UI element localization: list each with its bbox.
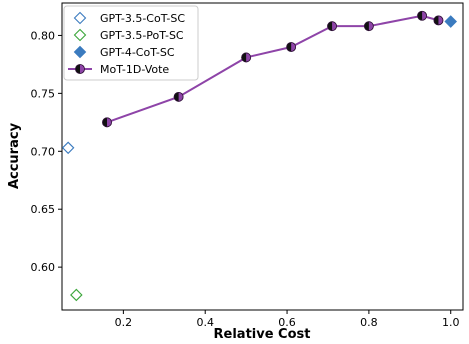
marker-outline <box>433 15 444 26</box>
marker-half <box>433 15 439 25</box>
legend-label: GPT-4-CoT-SC <box>100 46 175 59</box>
x-tick-label: 0.4 <box>196 316 214 329</box>
legend-marker <box>73 45 87 59</box>
data-point <box>173 91 184 102</box>
y-tick-label: 0.70 <box>31 145 56 158</box>
data-point <box>70 288 83 302</box>
marker-outline <box>75 64 85 74</box>
x-tick-label: 0.2 <box>115 316 133 329</box>
data-point <box>102 117 112 128</box>
data-point <box>327 21 337 32</box>
x-tick-label: 0.6 <box>278 316 296 329</box>
marker-outline <box>327 21 337 32</box>
series-layer <box>61 10 458 302</box>
legend-marker <box>75 64 85 74</box>
data-point <box>286 42 297 52</box>
x-tick-label: 1.0 <box>442 316 460 329</box>
y-tick-label: 0.80 <box>31 29 56 42</box>
legend-marker <box>73 28 87 42</box>
y-axis: 0.60 0.65 0.70 0.75 0.80 <box>31 29 62 274</box>
x-tick-label: 0.8 <box>360 316 378 329</box>
marker-half <box>174 92 179 102</box>
legend-marker <box>73 11 87 25</box>
x-axis-label: Relative Cost <box>214 327 311 342</box>
y-tick-label: 0.65 <box>31 203 56 216</box>
legend-box <box>63 5 199 81</box>
y-axis-label: Accuracy <box>7 122 22 189</box>
marker-half <box>75 64 80 74</box>
legend-label: MoT-1D-Vote <box>100 63 169 76</box>
marker-half <box>417 11 423 21</box>
marker-outline <box>241 52 252 63</box>
marker-outline <box>102 117 112 128</box>
marker-outline <box>417 10 427 21</box>
data-point <box>433 15 444 26</box>
marker-half <box>327 21 333 31</box>
legend: GPT-3.5-CoT-SC GPT-3.5-PoT-SC GPT-4-CoT-SC… <box>63 5 199 81</box>
legend-label: GPT-3.5-PoT-SC <box>100 29 184 42</box>
marker-half <box>286 42 292 52</box>
y-tick-label: 0.75 <box>31 87 56 100</box>
series-line <box>106 14 439 124</box>
y-tick-label: 0.60 <box>31 261 56 274</box>
marker-half <box>102 117 108 127</box>
marker-half <box>241 52 247 62</box>
legend-entries: GPT-3.5-CoT-SC GPT-3.5-PoT-SC GPT-4-CoT-SC… <box>68 11 185 76</box>
legend-label: GPT-3.5-CoT-SC <box>100 12 185 25</box>
data-point <box>61 141 75 155</box>
x-axis: 0.2 0.4 0.6 0.8 1.0 <box>115 310 460 329</box>
marker-outline <box>286 42 297 52</box>
data-point <box>417 10 427 21</box>
marker-outline <box>363 21 374 32</box>
data-point <box>444 15 458 28</box>
data-point <box>363 21 374 32</box>
marker-outline <box>173 91 184 102</box>
marker-half <box>364 21 369 31</box>
data-point <box>241 52 252 63</box>
